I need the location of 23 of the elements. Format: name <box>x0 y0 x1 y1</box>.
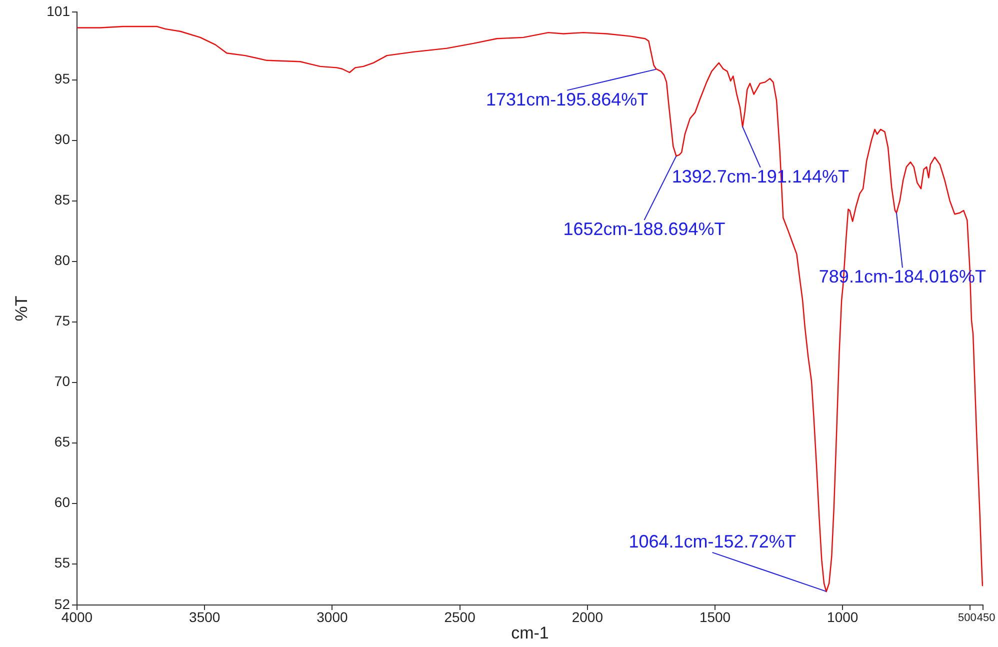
y-axis-title: %T <box>12 296 31 322</box>
y-tick-label: 90 <box>54 131 70 148</box>
annotation: 1652cm-188.694%T <box>563 219 726 240</box>
y-tick-label: 60 <box>54 494 70 510</box>
y-tick-label: 95 <box>54 70 70 87</box>
y-tick-label: 101 <box>46 2 70 19</box>
y-tick-label: 80 <box>54 252 70 268</box>
x-tick-label: 2000 <box>572 608 604 625</box>
y-tick-label: 75 <box>54 312 70 329</box>
y-tick-label: 65 <box>54 434 70 450</box>
x-tick-label: 3500 <box>189 608 220 625</box>
y-tick-label: 70 <box>54 373 70 390</box>
annotation: 1731cm-195.864%T <box>486 89 648 110</box>
x-tick-label: 450 <box>976 612 996 624</box>
x-tick-label: 2500 <box>444 608 476 625</box>
annotation: 1064.1cm-152.72%T <box>628 531 796 552</box>
y-tick-label: 85 <box>54 192 70 208</box>
x-axis-title: cm-1 <box>511 623 549 642</box>
x-tick-label: 3000 <box>316 608 348 625</box>
x-tick-label: 1500 <box>699 608 731 625</box>
y-tick-label: 55 <box>54 554 70 571</box>
x-tick-label: 500 <box>958 612 976 624</box>
x-tick-label: 1000 <box>827 608 858 625</box>
